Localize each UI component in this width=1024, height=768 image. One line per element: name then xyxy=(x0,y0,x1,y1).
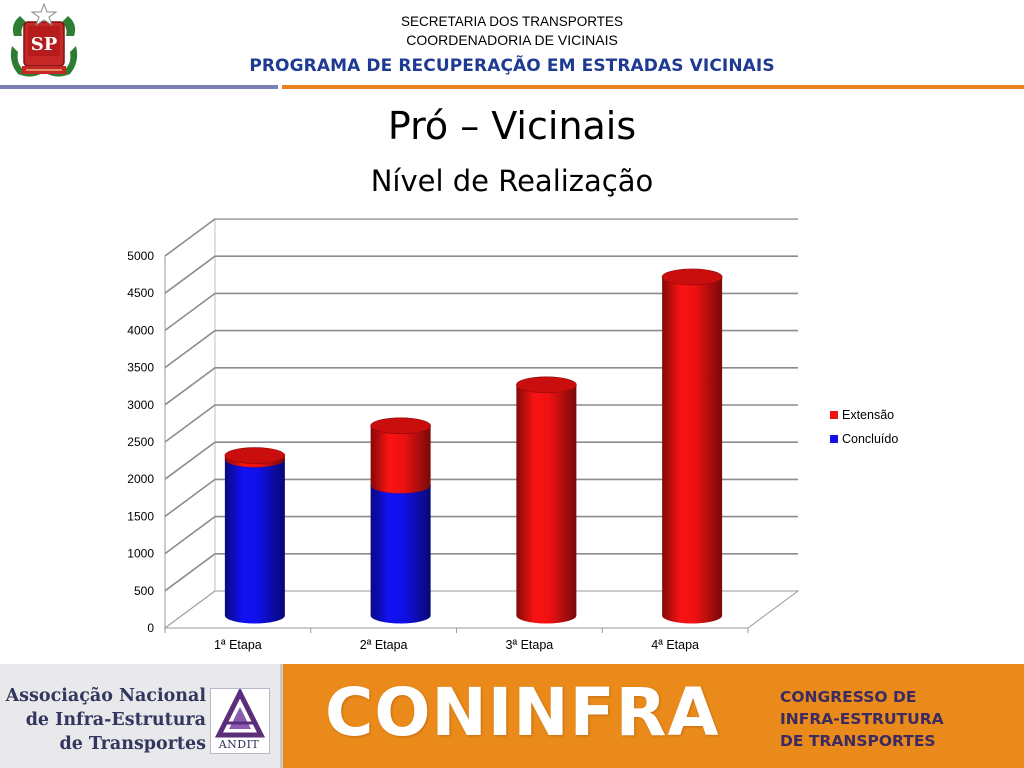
sao-paulo-seal-icon: SP xyxy=(10,2,78,77)
congresso-line-1: CONGRESSO DE xyxy=(780,688,917,706)
bar-body xyxy=(224,459,285,624)
assoc-line-3: de Transportes xyxy=(59,734,206,754)
bar-body xyxy=(370,485,431,624)
coninfra-logo: CONINFRA xyxy=(325,674,720,751)
gridline xyxy=(164,552,798,592)
gridline xyxy=(164,590,798,629)
association-name: Associação Nacional de Infra-Estrutura d… xyxy=(0,684,206,756)
bar-segment-Extensão xyxy=(224,447,286,468)
gridline xyxy=(164,515,798,555)
header-rule-left xyxy=(0,85,278,89)
header-line-1: SECRETARIA DOS TRANSPORTES xyxy=(400,14,624,29)
chart-bars xyxy=(224,268,723,624)
y-tick-label: 1500 xyxy=(127,509,154,523)
gridline xyxy=(164,404,798,443)
gridline xyxy=(164,366,798,406)
bar-segment-Extensão xyxy=(661,268,723,624)
andit-label: ANDIT xyxy=(218,738,260,751)
congresso-line-3: DE TRANSPORTES xyxy=(780,732,936,750)
bar-body xyxy=(662,276,723,624)
andit-logo xyxy=(210,687,270,754)
congresso-line-2: INFRA-ESTRUTURA xyxy=(780,710,944,728)
chart-grid xyxy=(164,218,798,629)
bar-body xyxy=(516,384,577,624)
y-tick-label: 4500 xyxy=(127,286,154,300)
footer-separator xyxy=(280,664,283,768)
x-tick-label: 3ª Etapa xyxy=(506,638,554,652)
header-rule-right xyxy=(282,85,1024,89)
chart-legend: Extensão Concluído xyxy=(830,408,898,446)
y-tick-label: 3000 xyxy=(127,398,154,412)
y-tick-label: 2000 xyxy=(127,472,154,486)
x-tick-label: 1ª Etapa xyxy=(214,638,262,652)
gridline xyxy=(164,329,798,369)
assoc-line-1: Associação Nacional xyxy=(5,686,206,706)
bar-segment-Extensão xyxy=(370,417,431,494)
legend-swatch xyxy=(830,435,838,443)
bar-segment-Concluído xyxy=(224,459,286,624)
legend-label: Extensão xyxy=(842,408,894,422)
y-axis-ticks: 0 500 1000 1500 2000 2500 3000 3500 4000 4500 5000 xyxy=(127,249,154,635)
bar-top xyxy=(661,268,723,286)
y-tick-label: 3500 xyxy=(127,361,154,375)
bar-segment-Concluído xyxy=(370,485,431,624)
bar-segment-Extensão xyxy=(516,376,577,624)
legend-label: Concluído xyxy=(842,432,898,446)
slide-header: SP SECRETARIA DOS TRANSPORTES COORDENADO… xyxy=(0,0,1024,92)
x-tick-label: 4ª Etapa xyxy=(651,638,699,652)
gridline xyxy=(164,441,798,480)
bar-top xyxy=(224,447,286,464)
y-tick-label: 0 xyxy=(147,621,154,635)
bar-body xyxy=(370,425,431,494)
gridline xyxy=(164,478,798,518)
gridline xyxy=(164,218,798,257)
bar-top xyxy=(370,417,431,435)
slide-title: Pró – Vicinais xyxy=(387,104,637,148)
legend-swatch xyxy=(830,411,838,419)
slide-subtitle: Nível de Realização xyxy=(370,164,654,198)
andit-triangle-icon xyxy=(214,687,266,738)
x-axis-ticks: 1ª Etapa 2ª Etapa 3ª Etapa 4ª Etapa xyxy=(164,628,749,652)
x-tick-label: 2ª Etapa xyxy=(360,638,408,652)
assoc-line-2: de Infra-Estrutura xyxy=(25,710,206,730)
header-line-3: PROGRAMA DE RECUPERAÇÃO EM ESTRADAS VICI… xyxy=(249,56,775,76)
y-tick-label: 4000 xyxy=(127,323,154,337)
seal-text: SP xyxy=(31,34,58,55)
y-tick-label: 1000 xyxy=(127,547,154,561)
congresso-text: CONGRESSO DE INFRA-ESTRUTURA DE TRANSPOR… xyxy=(780,686,1020,752)
footer-right-panel xyxy=(283,664,1024,768)
header-line-2: COORDENADORIA DE VICINAIS xyxy=(406,32,618,48)
gridline xyxy=(164,255,798,294)
bar-top xyxy=(516,376,577,394)
y-tick-label: 500 xyxy=(134,584,154,598)
gridline xyxy=(164,292,798,332)
y-tick-label: 5000 xyxy=(127,249,154,263)
y-tick-label: 2500 xyxy=(127,435,154,449)
